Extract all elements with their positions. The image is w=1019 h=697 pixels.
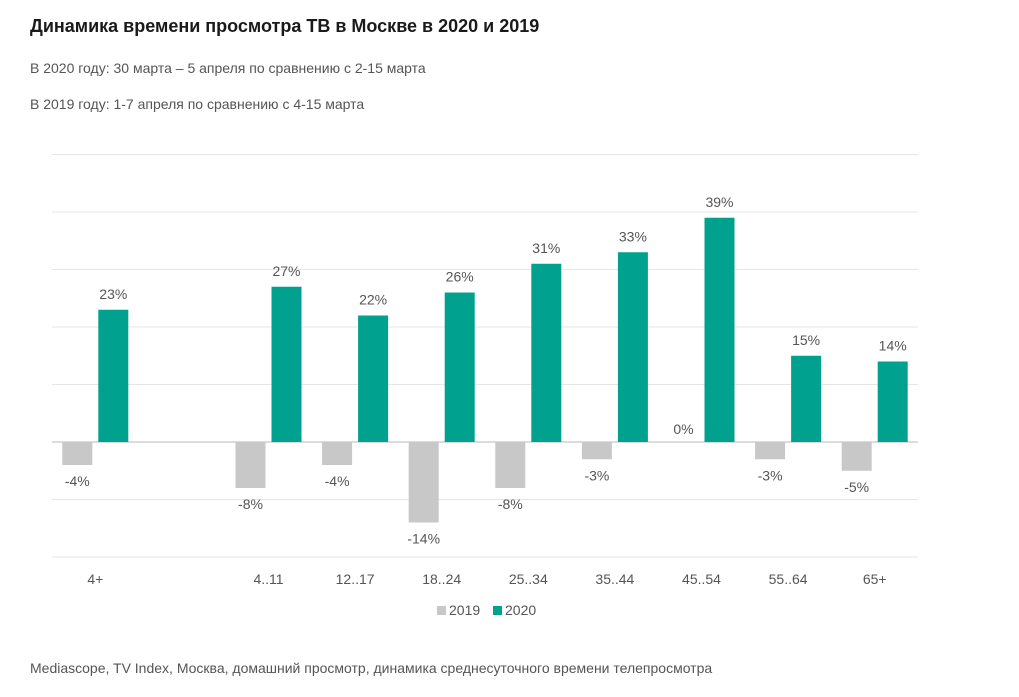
data-label-2019: -14% <box>407 531 440 547</box>
bar-chart: 4+ -4% 23% 4..11 -8% 27% 12..17 -4% 22% 18..24 -14… <box>52 154 918 618</box>
x-tick-label: 4+ <box>87 571 103 587</box>
x-tick-label: 55..64 <box>769 571 808 587</box>
x-tick-label: 45..54 <box>682 571 721 587</box>
legend-label-2020: 2020 <box>505 602 536 618</box>
bar-2020 <box>704 217 735 442</box>
data-label-2020: 39% <box>705 194 733 210</box>
x-tick-label: 25..34 <box>509 571 548 587</box>
data-label-2019: 0% <box>673 421 693 437</box>
data-label-2019: -4% <box>65 473 90 489</box>
data-label-2020: 15% <box>792 332 820 348</box>
bar-2019 <box>755 442 786 460</box>
x-tick-label: 65+ <box>863 571 887 587</box>
bar-2020 <box>617 252 648 442</box>
bar-2020 <box>444 292 475 442</box>
data-label-2019: -8% <box>498 496 523 512</box>
data-label-2020: 27% <box>272 263 300 279</box>
bar-2020 <box>98 309 129 442</box>
source-note: Mediascope, TV Index, Москва, домашний п… <box>30 660 713 676</box>
data-label-2020: 26% <box>446 269 474 285</box>
legend-label-2019: 2019 <box>449 602 480 618</box>
subtitle-2020: В 2020 году: 30 марта – 5 апреля по срав… <box>30 60 426 76</box>
x-tick-label: 12..17 <box>336 571 375 587</box>
bar-2019 <box>235 442 266 488</box>
bar-2019 <box>495 442 526 488</box>
x-tick-label: 4..11 <box>253 571 283 587</box>
data-label-2020: 22% <box>359 292 387 308</box>
bar-2020 <box>358 315 389 442</box>
bar-2020 <box>531 263 562 442</box>
data-label-2020: 14% <box>879 338 907 354</box>
bar-2020 <box>791 355 822 442</box>
data-label-2019: -8% <box>238 496 263 512</box>
data-label-2019: -3% <box>758 467 783 483</box>
subtitle-2019: В 2019 году: 1-7 апреля по сравнению с 4… <box>30 96 365 112</box>
bar-2020 <box>877 361 908 442</box>
x-tick-label: 18..24 <box>422 571 461 587</box>
data-label-2019: -4% <box>325 473 350 489</box>
legend-swatch-2019 <box>437 606 446 615</box>
data-label-2020: 23% <box>99 286 127 302</box>
data-label-2019: -3% <box>584 467 609 483</box>
bar-2019 <box>62 442 93 465</box>
bar-2019 <box>408 442 439 523</box>
bar-2020 <box>271 286 302 442</box>
data-label-2020: 31% <box>532 240 560 256</box>
data-label-2019: -5% <box>844 479 869 495</box>
legend-swatch-2020 <box>493 606 502 615</box>
data-label-2020: 33% <box>619 228 647 244</box>
bar-2019 <box>322 442 353 465</box>
bar-2019 <box>581 442 612 460</box>
x-tick-label: 35..44 <box>595 571 634 587</box>
chart-title: Динамика времени просмотра ТВ в Москве в… <box>30 16 540 36</box>
bar-2019 <box>841 442 872 471</box>
